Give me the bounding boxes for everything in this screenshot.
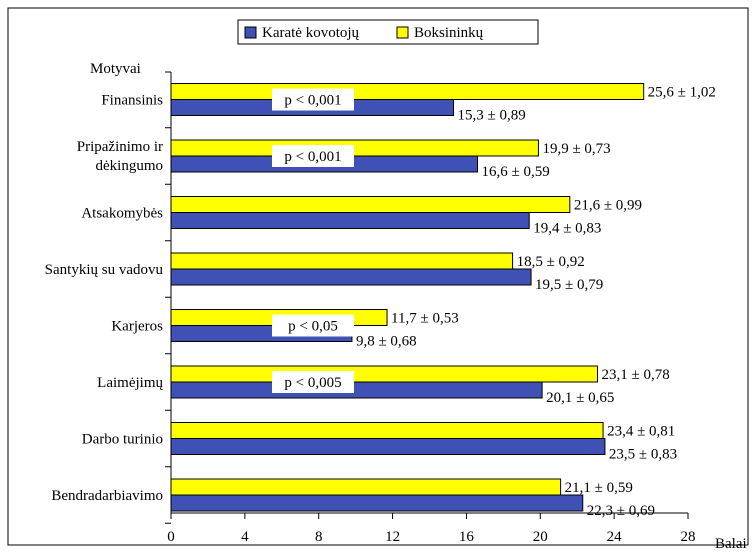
data-label-karate: 16,6 ± 0,59 — [482, 164, 550, 180]
category-label: Santykių su vadovu — [45, 262, 164, 278]
legend-box — [237, 19, 539, 45]
legend-swatch — [396, 26, 409, 39]
data-label-karate: 20,1 ± 0,65 — [546, 390, 614, 406]
bar-karate — [170, 494, 584, 512]
chart-frame — [7, 7, 749, 546]
x-axis-title: Balai — [715, 536, 747, 552]
data-label-boksininku: 23,4 ± 0,81 — [607, 424, 675, 440]
bar-karate — [170, 438, 606, 455]
category-label: Karjeros — [111, 319, 163, 335]
category-label: Darbo turinio — [82, 432, 163, 448]
significance-label: p < 0,05 — [288, 319, 338, 335]
y-axis-title: Motyvai — [90, 61, 141, 77]
bar-boksininku — [170, 139, 539, 157]
data-label-boksininku: 21,1 ± 0,59 — [565, 480, 633, 496]
significance-label: p < 0,005 — [284, 375, 341, 391]
x-tick-label: 24 — [607, 529, 623, 545]
category-label: Laimėjimų — [97, 375, 163, 391]
legend-label: Karatė kovotojų — [262, 25, 360, 41]
significance-label: p < 0,001 — [284, 93, 341, 109]
data-label-karate: 15,3 ± 0,89 — [458, 108, 526, 124]
x-tick-label: 4 — [241, 529, 249, 545]
plot-area: 0 4 8 12 16 20 24 28 Finansinis 25,6 ± 1,02 15,3 ±… — [45, 71, 716, 545]
significance-box — [272, 145, 354, 167]
data-label-boksininku: 18,5 ± 0,92 — [517, 254, 585, 270]
x-tick-label: 8 — [315, 529, 323, 545]
data-label-karate: 23,5 ± 0,83 — [609, 447, 677, 463]
significance-box — [272, 314, 354, 337]
bar-boksininku — [170, 196, 571, 213]
significance-box — [272, 371, 354, 393]
x-tick-label: 28 — [681, 529, 696, 545]
x-tick-label: 12 — [385, 529, 400, 545]
data-label-boksininku: 19,9 ± 0,73 — [542, 141, 610, 157]
category-label: Finansinis — [101, 93, 163, 109]
x-tick-label: 16 — [459, 529, 475, 545]
category-label: Pripažinimo ir — [77, 139, 163, 155]
category-label: Atsakomybės — [81, 206, 163, 222]
bar-boksininku — [170, 83, 645, 100]
data-label-boksininku: 11,7 ± 0,53 — [391, 311, 459, 327]
category-label: Bendradarbiavimo — [51, 488, 163, 504]
data-label-boksininku: 23,1 ± 0,78 — [602, 367, 670, 383]
bar-boksininku — [170, 478, 562, 496]
category-label: dėkingumo — [96, 158, 164, 174]
bar-boksininku — [170, 365, 599, 383]
x-tick-label: 20 — [533, 529, 548, 545]
bar-boksininku — [170, 422, 604, 439]
data-label-karate: 9,8 ± 0,68 — [356, 334, 417, 350]
significance-label: p < 0,001 — [284, 149, 341, 165]
significance-box — [272, 88, 354, 111]
legend: Karatė kovotojų Boksininkų — [237, 19, 539, 45]
x-tick-label: 0 — [167, 529, 175, 545]
legend-swatch — [244, 26, 257, 39]
data-label-boksininku: 21,6 ± 0,99 — [574, 198, 642, 214]
bar-karate — [170, 268, 532, 286]
bar-boksininku — [170, 252, 514, 270]
bar-karate — [170, 381, 543, 399]
data-label-karate: 22,3 ± 0,69 — [587, 503, 655, 519]
data-label-boksininku: 25,6 ± 1,02 — [648, 85, 716, 101]
legend-label: Boksininkų — [414, 25, 484, 41]
bar-karate — [170, 212, 530, 229]
data-label-karate: 19,4 ± 0,83 — [533, 221, 601, 237]
data-label-karate: 19,5 ± 0,79 — [535, 277, 603, 293]
